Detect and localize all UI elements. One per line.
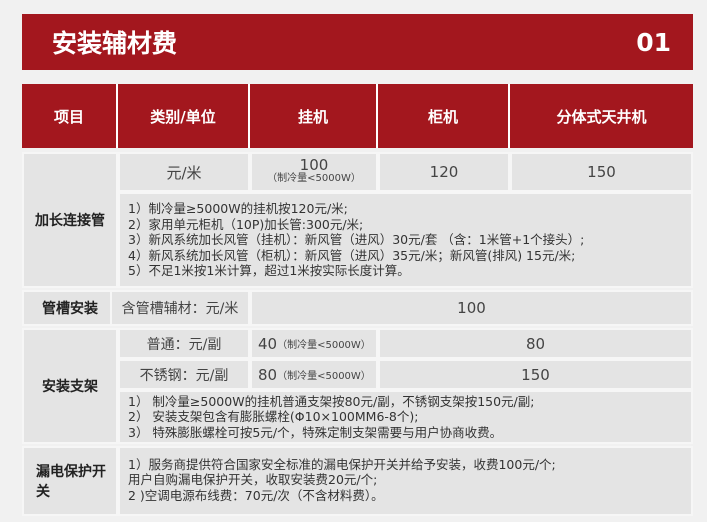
note: 2）家用单元柜机（10P)加长管:300元/米; bbox=[128, 216, 364, 232]
note: 5）不足1米按1米计算，超过1米按实际长度计算。 bbox=[128, 263, 410, 279]
bracket-steel-other: 150 bbox=[378, 359, 693, 390]
trunking-label: 管槽安装 bbox=[22, 290, 118, 326]
extension-notes: 1）制冷量≥5000W的挂机按120元/米; 2）家用单元柜机（10P)加长管:… bbox=[118, 192, 693, 288]
note: 3） 特殊膨胀螺栓可按5元/个，特殊定制支架需要与用户协商收费。 bbox=[128, 424, 503, 440]
note: 3）新风系统加长风管（挂机）：新风管（进风）30元/套 （含：1米管+1个接头）… bbox=[128, 232, 585, 248]
bracket-normal-unit: 普通：元/副 bbox=[118, 328, 250, 359]
header-cabinet: 柜机 bbox=[378, 84, 510, 148]
note: 用户自购漏电保护开关，收取安装费20元/个; bbox=[128, 472, 378, 488]
trunking-value: 100 bbox=[250, 290, 693, 326]
page-number: 01 bbox=[636, 27, 671, 57]
extension-wall: 100 （制冷量<5000W） bbox=[250, 152, 378, 192]
extension-wall-note: （制冷量<5000W） bbox=[267, 173, 361, 184]
note: 2） 安装支架包含有膨胀螺栓(Φ10×100MM6-8个); bbox=[128, 409, 419, 425]
note: 1）制冷量≥5000W的挂机按120元/米; bbox=[128, 201, 348, 217]
extension-cabinet: 120 bbox=[378, 152, 510, 192]
bracket-normal-wall: 40 （制冷量<5000W） bbox=[250, 328, 378, 359]
trunking-unit: 含管槽辅材：元/米 bbox=[110, 290, 250, 326]
bracket-normal-wall-note: （制冷量<5000W） bbox=[277, 340, 371, 351]
bracket-steel-wall-value: 80 bbox=[258, 365, 278, 384]
title-bar: 安装辅材费 01 bbox=[22, 14, 693, 70]
note: 4）新风系统加长风管（柜机）：新风管（进风）35元/米；新风管(排风) 15元/… bbox=[128, 247, 576, 263]
bracket-steel-wall: 80 （制冷量<5000W） bbox=[250, 359, 378, 390]
bracket-steel-unit: 不锈钢：元/副 bbox=[118, 359, 250, 390]
header-item: 项目 bbox=[22, 84, 118, 148]
bracket-label: 安装支架 bbox=[22, 328, 118, 444]
bracket-normal-wall-value: 40 bbox=[258, 334, 278, 353]
leakage-notes: 1）服务商提供符合国家安全标准的漏电保护开关并给予安装，收费100元/个; 用户… bbox=[118, 446, 693, 516]
extension-ceiling: 150 bbox=[510, 152, 693, 192]
page-title: 安装辅材费 bbox=[52, 29, 178, 58]
bracket-normal-other: 80 bbox=[378, 328, 693, 359]
header-wall: 挂机 bbox=[250, 84, 378, 148]
extension-label: 加长连接管 bbox=[22, 152, 118, 288]
leakage-label: 漏电保护开关 bbox=[22, 446, 118, 516]
header-unit: 类别/单位 bbox=[118, 84, 250, 148]
note: 1）服务商提供符合国家安全标准的漏电保护开关并给予安装，收费100元/个; bbox=[128, 456, 556, 472]
bracket-notes: 1） 制冷量≥5000W的挂机普通支架按80元/副，不锈钢支架按150元/副; … bbox=[118, 390, 693, 444]
bracket-steel-wall-note: （制冷量<5000W） bbox=[277, 371, 371, 382]
extension-unit: 元/米 bbox=[118, 152, 250, 192]
header-ceiling: 分体式天井机 bbox=[510, 84, 693, 148]
note: 2 )空调电源布线费：70元/次（不含材料费）。 bbox=[128, 487, 384, 503]
extension-wall-value: 100 bbox=[299, 156, 329, 174]
note: 1） 制冷量≥5000W的挂机普通支架按80元/副，不锈钢支架按150元/副; bbox=[128, 393, 535, 409]
